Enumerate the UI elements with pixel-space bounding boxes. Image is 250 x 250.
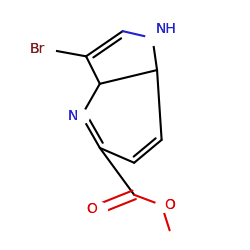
Text: N: N — [68, 109, 78, 123]
Text: O: O — [86, 202, 97, 215]
Text: O: O — [164, 198, 175, 212]
Text: O: O — [86, 202, 97, 215]
Text: N: N — [68, 109, 78, 123]
Text: NH: NH — [156, 22, 177, 36]
Text: O: O — [164, 198, 175, 212]
Text: NH: NH — [156, 22, 177, 36]
Text: Br: Br — [30, 42, 45, 56]
Text: Br: Br — [30, 42, 45, 56]
